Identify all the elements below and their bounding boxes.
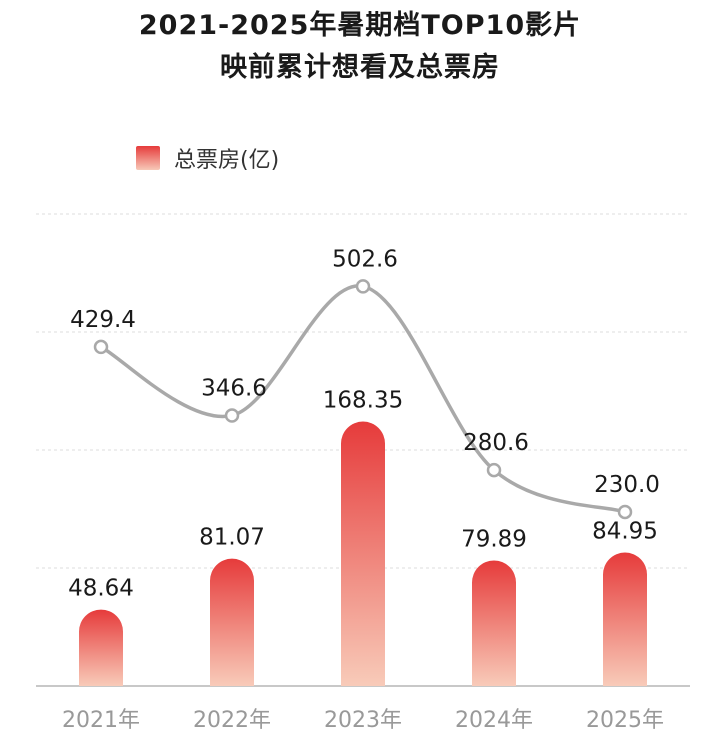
line-value-label: 429.4 (70, 307, 136, 333)
legend-label: 总票房(亿) (174, 148, 280, 173)
line-point (617, 504, 633, 520)
line-point (355, 279, 371, 294)
bar-value-label: 81.07 (199, 525, 265, 551)
x-tick-label: 2025年 (586, 708, 664, 733)
line-value-label: 346.6 (201, 375, 267, 401)
x-tick-label: 2023年 (324, 708, 402, 733)
x-tick-label: 2024年 (455, 708, 533, 733)
bar-value-label: 79.89 (461, 526, 527, 552)
bar (210, 558, 254, 686)
bar-value-label: 84.95 (592, 519, 658, 545)
line-point (486, 462, 502, 478)
bar-value-label: 168.35 (323, 388, 403, 414)
line-value-label: 502.6 (332, 246, 398, 272)
bar (79, 609, 123, 686)
bar-value-label: 48.64 (68, 576, 134, 602)
bar (472, 560, 516, 686)
x-tick-label: 2022年 (193, 708, 271, 733)
chart-title-line-1: 2021-2025年暑期档TOP10影片 (138, 10, 582, 41)
line-point (224, 408, 240, 423)
bar (603, 552, 647, 686)
x-tick-label: 2021年 (62, 708, 140, 733)
bar (341, 421, 385, 686)
legend-swatch (136, 146, 160, 170)
line-value-label: 280.6 (463, 430, 529, 456)
chart-title-line-2: 映前累计想看及总票房 (220, 52, 500, 83)
line-value-label: 230.0 (594, 472, 660, 498)
legend: 总票房(亿) (136, 142, 279, 174)
line-point (93, 339, 109, 355)
